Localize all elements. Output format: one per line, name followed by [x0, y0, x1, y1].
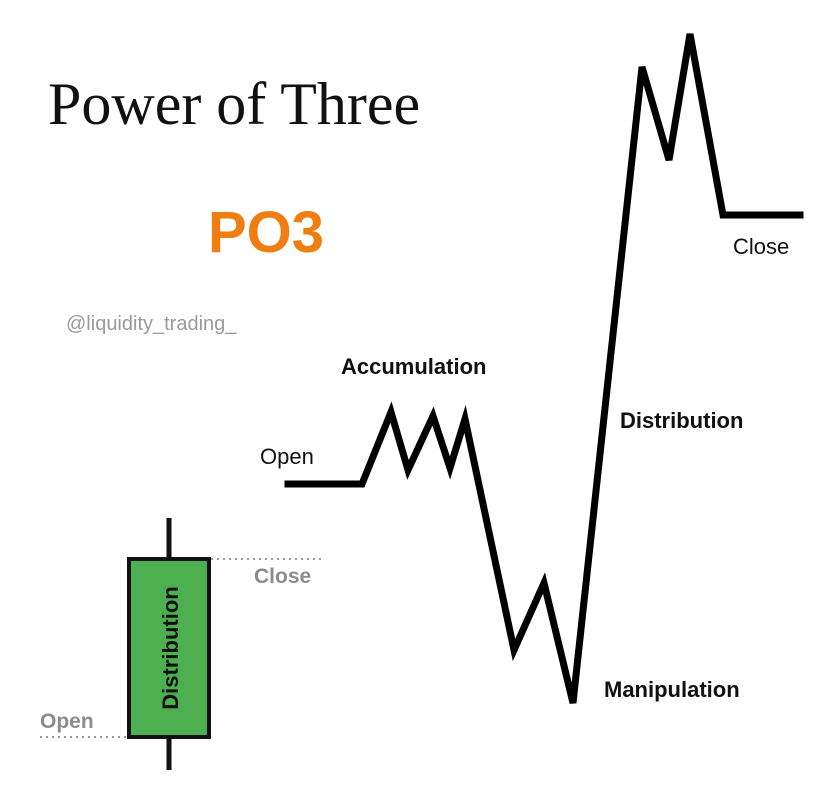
label-distribution: Distribution	[620, 408, 743, 433]
label-accumulation: Accumulation	[341, 354, 486, 379]
label-open: Open	[260, 444, 314, 469]
page-title: Power of Three	[48, 71, 420, 137]
candle-close-label: Close	[254, 565, 311, 588]
candle-body-label: Distribution	[158, 586, 183, 709]
candlestick: Distribution Close Open	[40, 518, 322, 770]
label-close: Close	[733, 234, 789, 259]
watermark-handle: @liquidity_trading_	[66, 313, 237, 335]
candle-open-label: Open	[40, 710, 94, 733]
label-manipulation: Manipulation	[604, 677, 740, 702]
subtitle: PO3	[208, 200, 324, 265]
candle-body	[127, 557, 211, 739]
price-path-line	[284, 33, 804, 704]
